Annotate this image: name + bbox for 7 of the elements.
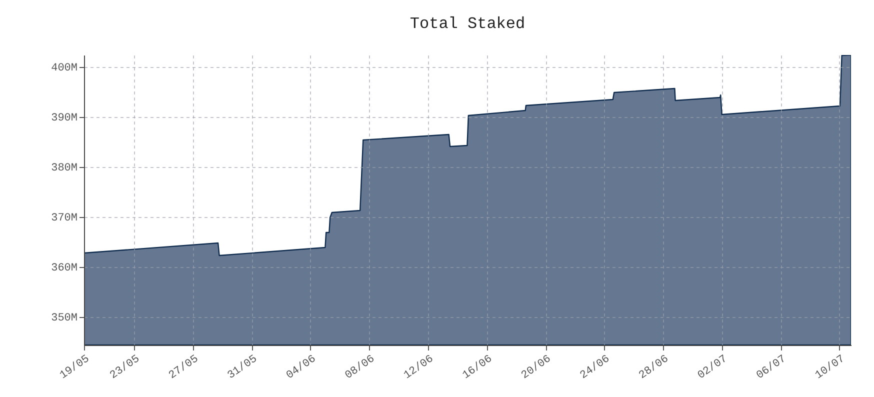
y-tick-label: 380M — [51, 162, 78, 174]
y-tick-label: 350M — [51, 312, 78, 324]
y-tick-label: 400M — [51, 62, 78, 74]
y-tick-label: 360M — [51, 262, 78, 274]
chart-title: Total Staked — [410, 15, 526, 33]
y-tick-label: 390M — [51, 112, 78, 124]
y-tick-label: 370M — [51, 212, 78, 224]
